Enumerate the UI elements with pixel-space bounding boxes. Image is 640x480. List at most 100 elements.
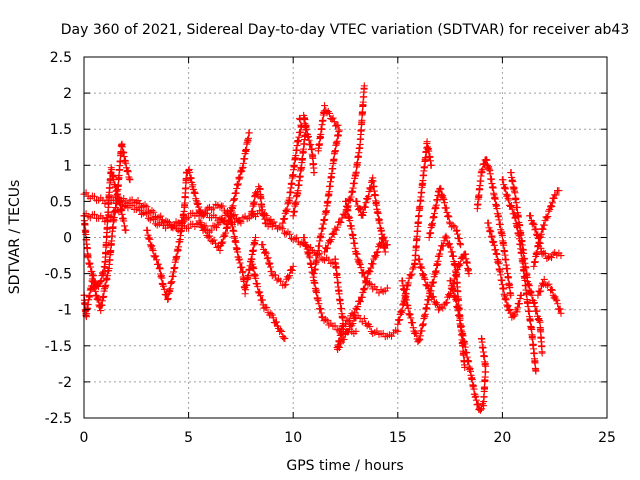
data-point [359,285,367,293]
data-point [210,236,218,244]
data-point [532,225,540,233]
y-tick-label: 0 [63,231,72,247]
data-point [429,279,437,287]
data-point [513,308,521,316]
data-point [90,210,98,218]
data-point [443,298,451,306]
data-point [557,252,565,260]
data-point [282,207,290,214]
data-point [406,311,414,319]
data-point [259,296,267,304]
data-point [152,252,160,260]
data-point [154,260,162,268]
data-point [219,202,227,210]
data-point [538,349,546,357]
data-point [398,306,406,314]
data-point [366,323,374,331]
data-point [207,237,215,245]
data-point [143,210,151,218]
data-point [504,194,512,202]
data-point [120,217,128,225]
data-point [245,129,253,137]
data-point [516,295,524,303]
data-point [505,196,513,204]
data-point [472,396,480,404]
data-point [340,335,348,343]
data-point [367,281,375,289]
data-point [89,278,97,286]
data-point [149,247,157,255]
data-point [372,252,380,260]
data-point [159,282,167,290]
data-point [395,316,403,324]
data-point [445,213,453,221]
data-point [286,230,294,238]
x-tick-label: 10 [284,430,302,446]
data-point [439,194,447,202]
data-point [538,279,546,287]
data-point [94,296,102,304]
data-point [548,286,556,294]
data-point [418,264,426,272]
data-point [281,335,289,343]
data-points [80,82,565,414]
data-point [264,254,272,262]
data-point [305,249,313,257]
data-point [191,188,199,196]
data-point [427,161,435,169]
data-point [356,205,364,213]
data-point [300,234,308,242]
y-tick-label: -1 [58,303,72,319]
data-point [430,278,438,286]
data-point [281,215,289,223]
data-point [304,133,312,141]
data-point [545,280,553,288]
data-point [453,226,461,234]
data-point [337,218,345,226]
data-point [465,270,473,278]
data-point [532,367,540,375]
data-point [408,270,416,278]
data-point [544,213,552,221]
data-point [507,291,515,299]
data-point [209,238,217,246]
data-point [411,329,419,337]
data-point [555,187,563,195]
data-point [440,199,448,207]
data-point [440,196,448,204]
data-point [530,299,538,307]
data-point [318,313,326,321]
data-point [263,304,271,312]
data-point [268,223,276,231]
data-point [277,277,285,285]
data-point [486,226,494,234]
data-point [289,262,297,270]
data-point [185,213,193,221]
data-point [88,275,96,283]
data-point [442,204,450,212]
data-point [90,272,98,280]
data-point [347,193,355,201]
data-point [537,287,545,295]
data-point [120,202,128,210]
data-point [238,164,246,172]
data-point [357,264,365,272]
data-point [369,260,377,268]
data-point [333,223,341,231]
data-point [436,184,444,192]
data-point [153,256,161,264]
data-point [150,208,158,216]
data-point [474,401,482,409]
data-point [318,314,326,322]
data-point [143,226,151,234]
data-point [302,241,310,249]
data-point [543,214,551,222]
data-point [221,232,229,240]
data-point [530,220,538,228]
data-point [417,264,425,272]
data-point [352,327,360,335]
data-point [360,268,368,276]
data-point [128,202,136,210]
data-point [258,206,266,214]
data-point [319,255,327,263]
